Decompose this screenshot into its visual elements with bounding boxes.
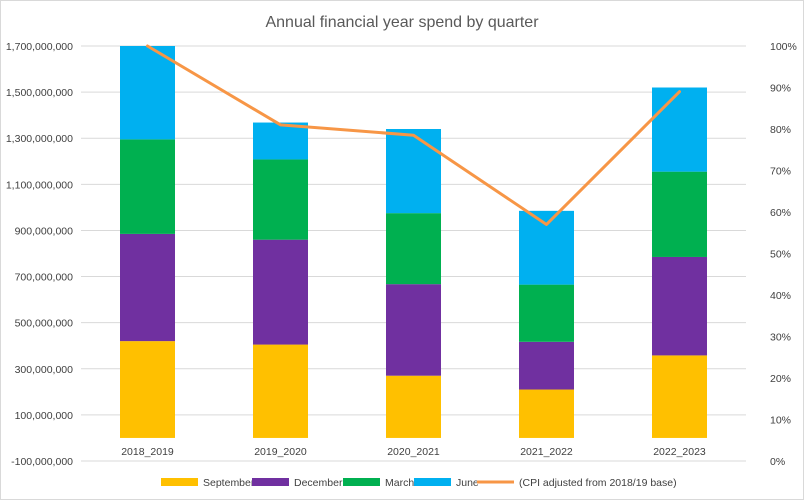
y2-tick-label: 80% [770, 124, 791, 136]
x-tick-label: 2022_2023 [653, 446, 706, 458]
bar-september-2019_2020 [253, 344, 308, 438]
legend-swatch [252, 478, 289, 486]
x-tick-label: 2018_2019 [121, 446, 174, 458]
y-tick-label: 100,000,000 [15, 410, 74, 422]
bar-june-2018_2019 [120, 46, 175, 140]
bar-june-2022_2023 [652, 87, 707, 172]
bar-december-2019_2020 [253, 239, 308, 345]
bar-june-2019_2020 [253, 122, 308, 160]
x-tick-label: 2020_2021 [387, 446, 440, 458]
x-tick-label: 2019_2020 [254, 446, 307, 458]
y-tick-label: 1,500,000,000 [6, 87, 73, 99]
bar-march-2020_2021 [386, 213, 441, 285]
bar-september-2021_2022 [519, 389, 574, 438]
bar-september-2018_2019 [120, 341, 175, 438]
legend-label: December [294, 477, 343, 489]
y-tick-label: 1,100,000,000 [6, 179, 73, 191]
x-tick-label: 2021_2022 [520, 446, 573, 458]
legend-swatch [343, 478, 380, 486]
legend-label: June [456, 477, 479, 489]
y2-tick-label: 20% [770, 373, 791, 385]
bar-december-2021_2022 [519, 341, 574, 390]
bar-june-2021_2022 [519, 210, 574, 285]
bar-december-2018_2019 [120, 233, 175, 342]
y2-tick-label: 90% [770, 83, 791, 95]
cpi-line [146, 44, 681, 226]
bar-june-2020_2021 [386, 129, 441, 214]
legend-label: September [203, 477, 255, 489]
y-tick-label: 1,700,000,000 [6, 41, 73, 53]
y-tick-label: 700,000,000 [15, 272, 74, 284]
y2-tick-label: 50% [770, 249, 791, 261]
y2-tick-label: 100% [770, 41, 797, 53]
bar-march-2018_2019 [120, 139, 175, 234]
y-axis-right: 0% 10% 20% 30% 40% 50% 60% 70% 80% 90% 100% [770, 41, 797, 468]
bar-december-2022_2023 [652, 256, 707, 356]
x-axis: 2018_2019 2019_2020 2020_2021 2021_2022 2022… [121, 446, 706, 458]
y-axis-left: -100,000,000 100,000,000 300,000,000 500,00… [6, 41, 73, 468]
y2-tick-label: 60% [770, 207, 791, 219]
y-tick-label: 1,300,000,000 [6, 133, 73, 145]
y2-tick-label: 10% [770, 415, 791, 427]
legend-label: (CPI adjusted from 2018/19 base) [519, 477, 677, 489]
legend-swatch [414, 478, 451, 486]
y-tick-label: 500,000,000 [15, 318, 74, 330]
legend: September December March June (CPI adjusted … [161, 477, 677, 489]
bar-march-2021_2022 [519, 284, 574, 342]
chart-title: Annual financial year spend by quarter [265, 14, 539, 31]
legend-label: March [385, 477, 414, 489]
y-tick-label: 900,000,000 [15, 225, 74, 237]
y-tick-label: 300,000,000 [15, 364, 74, 376]
y2-tick-label: 0% [770, 456, 785, 468]
y2-tick-label: 70% [770, 166, 791, 178]
legend-swatch [161, 478, 198, 486]
y-tick-label: -100,000,000 [11, 456, 73, 468]
y2-tick-label: 40% [770, 290, 791, 302]
y2-tick-label: 30% [770, 332, 791, 344]
bar-march-2022_2023 [652, 171, 707, 257]
bar-september-2022_2023 [652, 355, 707, 438]
bar-december-2020_2021 [386, 284, 441, 376]
bars [120, 46, 707, 438]
cpi-line-layer [146, 44, 681, 226]
bar-march-2019_2020 [253, 159, 308, 240]
bar-september-2020_2021 [386, 375, 441, 438]
